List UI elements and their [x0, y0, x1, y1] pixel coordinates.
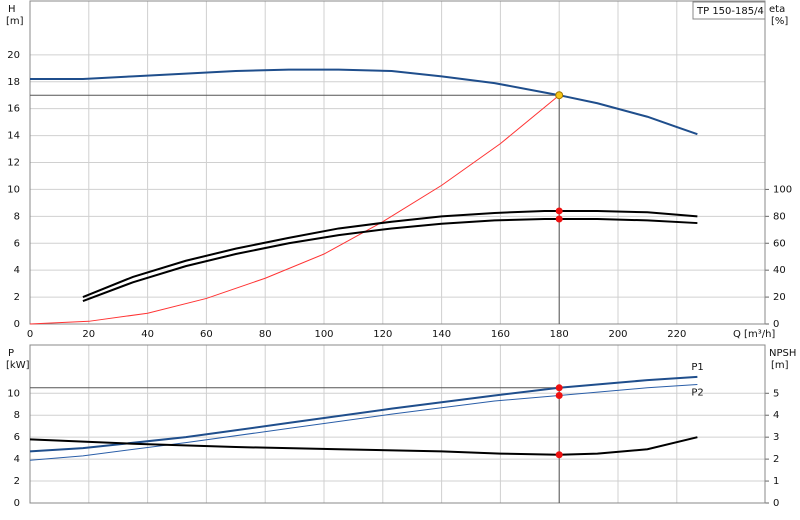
y-tick-label: 2: [14, 292, 20, 303]
series-label: P1: [691, 362, 703, 373]
y2-tick-label: 3: [773, 432, 779, 443]
y2-tick-label: 80: [773, 211, 786, 222]
x-tick-label: 60: [200, 329, 213, 340]
y2-tick-label: 1: [773, 476, 779, 487]
y2-axis-unit: [m]: [771, 360, 789, 371]
y-tick-label: 16: [7, 104, 20, 115]
y-axis-label: H: [8, 4, 16, 15]
y-tick-label: 18: [7, 77, 20, 88]
x-tick-label: 160: [491, 329, 510, 340]
duty-point: [555, 91, 564, 100]
duty-point: [555, 215, 563, 223]
y-tick-label: 14: [7, 131, 20, 142]
plot-frame: [29, 0, 766, 325]
y2-axis-label: NPSH: [769, 348, 796, 359]
y2-tick-label: 2: [773, 454, 779, 465]
x-tick-label: 20: [82, 329, 95, 340]
x-tick-label: 40: [141, 329, 154, 340]
x-tick-label: 180: [550, 329, 569, 340]
series-line: [29, 375, 698, 453]
duty-point: [555, 207, 563, 215]
duty-point: [555, 391, 563, 399]
duty-point: [555, 384, 563, 392]
x-axis-label: Q [m³/h]: [733, 329, 775, 340]
chart-title: TP 150-185/4: [696, 6, 764, 17]
y2-axis-label: eta: [769, 4, 785, 15]
x-tick-label: 140: [432, 329, 451, 340]
series-line: [29, 436, 698, 456]
x-tick-label: 220: [667, 329, 686, 340]
y-axis-unit: [m]: [6, 16, 24, 27]
y-tick-label: 8: [14, 410, 20, 421]
y-tick-label: 4: [14, 454, 20, 465]
series-line: [30, 68, 698, 136]
y2-tick-label: 5: [773, 388, 779, 399]
x-tick-label: 0: [27, 329, 33, 340]
y-tick-label: 6: [14, 432, 20, 443]
duty-point: [555, 451, 563, 459]
y-tick-label: 10: [7, 184, 20, 195]
y2-tick-label: 60: [773, 238, 786, 249]
x-tick-label: 100: [314, 329, 333, 340]
x-tick-label: 200: [608, 329, 627, 340]
x-tick-label: 120: [373, 329, 392, 340]
series-line: [29, 384, 698, 461]
y-tick-label: 0: [14, 319, 20, 330]
y2-tick-label: 0: [773, 319, 779, 330]
y2-tick-label: 100: [773, 184, 792, 195]
y-tick-label: 12: [7, 158, 20, 169]
y-axis-unit: [kW]: [6, 360, 30, 371]
series-label: P2: [691, 388, 703, 399]
plot-frame: [29, 344, 766, 504]
y2-tick-label: 20: [773, 292, 786, 303]
series-line: [82, 218, 698, 303]
y-tick-label: 6: [14, 238, 20, 249]
y-tick-label: 20: [7, 50, 20, 61]
title-box: [692, 1, 766, 20]
y2-tick-label: 0: [773, 498, 779, 509]
x-tick-label: 80: [259, 329, 272, 340]
series-line: [29, 94, 560, 325]
y2-axis-unit: [%]: [771, 16, 788, 27]
series-line: [82, 209, 698, 299]
y-tick-label: 8: [14, 211, 20, 222]
y-tick-label: 2: [14, 476, 20, 487]
y2-tick-label: 40: [773, 265, 786, 276]
y-axis-label: P: [8, 348, 14, 359]
y2-tick-label: 4: [773, 410, 779, 421]
y-tick-label: 0: [14, 498, 20, 509]
y-tick-label: 10: [7, 388, 20, 399]
y-tick-label: 4: [14, 265, 20, 276]
